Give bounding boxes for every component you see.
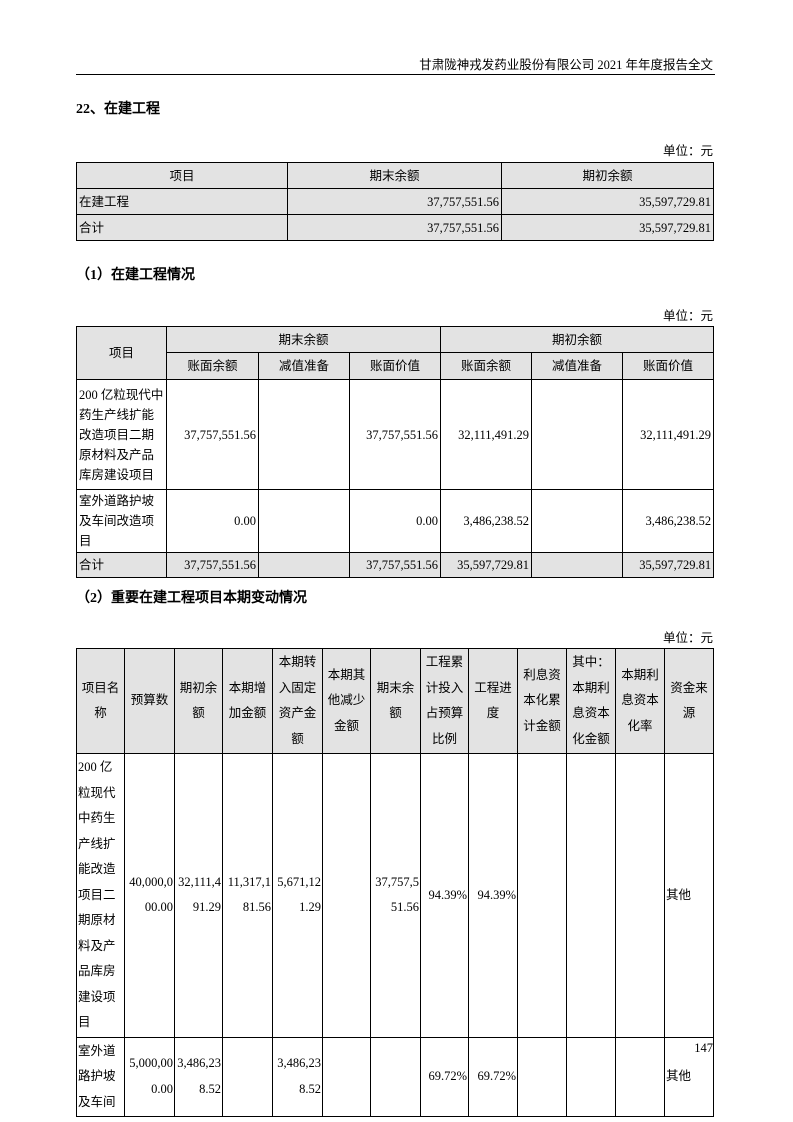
col-header: 工程累计投入占预算比例 — [420, 648, 469, 754]
cell: 合计 — [76, 552, 167, 578]
cell: 37,757,551.56 — [166, 379, 259, 490]
cell: 200 亿粒现代中药生产线扩能改造项目二期原材料及产品库房建设项目 — [76, 379, 167, 490]
col-header: 账面价值 — [622, 352, 715, 380]
col-header: 预算数 — [124, 648, 175, 754]
col-header: 项目 — [76, 162, 288, 189]
cell: 其他 — [664, 1036, 714, 1117]
col-header: 期初余额 — [501, 162, 714, 189]
unit-label: 单位：元 — [662, 631, 713, 645]
cell — [517, 1036, 567, 1117]
table-row: 合计 37,757,551.56 37,757,551.56 35,597,72… — [76, 552, 715, 578]
cell — [322, 1036, 371, 1117]
cell: 5,000,000.00 — [124, 1036, 175, 1117]
col-header: 项目 — [76, 326, 167, 380]
cell: 0.00 — [348, 489, 442, 553]
cell: 32,111,491.29 — [622, 379, 715, 490]
cell: 在建工程 — [76, 188, 288, 215]
cell — [615, 753, 665, 1038]
cell: 37,757,551.56 — [287, 188, 502, 215]
table-row: 室外道路护坡及车间 5,000,000.00 3,486,238.52 3,486,2… — [76, 1036, 714, 1117]
unit-label: 单位：元 — [662, 144, 713, 158]
cell: 3,486,238.52 — [174, 1036, 223, 1117]
cell — [322, 753, 371, 1038]
cell — [258, 379, 350, 490]
cell: 69.72% — [468, 1036, 518, 1117]
col-header: 资金来源 — [664, 648, 714, 754]
project-change-table: 项目名称 预算数 期初余额 本期增加金额 本期转入固定资产金额 本期其他减少金额 期末余额工… — [76, 648, 714, 1117]
construction-table: 项目 期末余额 期初余额 在建工程 37,757,551.56 35,597,7… — [76, 162, 714, 241]
col-header: 账面余额 — [166, 352, 259, 380]
table-row: 室外道路护坡及车间改造项目 0.00 0.00 3,486,238.52 3,4… — [76, 489, 715, 553]
unit-label: 单位：元 — [662, 309, 713, 323]
table-row: 200 亿粒现代中药生产线扩能改造项目二期原材料及产品库房建设项目 40,000,… — [76, 753, 714, 1038]
cell — [531, 379, 624, 490]
col-header: 减值准备 — [258, 352, 350, 380]
cell — [370, 1036, 421, 1117]
cell: 37,757,551.56 — [348, 379, 442, 490]
section-title: 22、在建工程 — [76, 102, 160, 117]
cell — [517, 753, 567, 1038]
cell: 40,000,000.00 — [124, 753, 175, 1038]
cell — [258, 489, 350, 553]
cell — [566, 1036, 616, 1117]
cell: 3,486,238.52 — [272, 1036, 323, 1117]
subsection-title: （2）重要在建工程项目本期变动情况 — [76, 591, 307, 606]
cell: 3,486,238.52 — [622, 489, 715, 553]
cell: 69.72% — [420, 1036, 469, 1117]
col-header: 本期其他减少金额 — [322, 648, 371, 754]
subsection-title: （1）在建工程情况 — [76, 268, 195, 283]
cell: 37,757,551.56 — [370, 753, 421, 1038]
page-number: 147 — [694, 1041, 713, 1055]
col-header: 期末余额 — [370, 648, 421, 754]
cell: 35,597,729.81 — [501, 188, 714, 215]
cell: 94.39% — [420, 753, 469, 1038]
cell — [531, 552, 624, 578]
cell: 0.00 — [166, 489, 259, 553]
page-header: 甘肃陇神戎发药业股份有限公司 2021 年年度报告全文 — [419, 58, 713, 72]
col-group-header: 期初余额 — [440, 326, 715, 353]
cell: 室外道路护坡及车间改造项目 — [76, 489, 167, 553]
cell: 11,317,181.56 — [222, 753, 273, 1038]
cell: 32,111,491.29 — [440, 379, 533, 490]
cell — [222, 1036, 273, 1117]
cell: 其他 — [664, 753, 714, 1038]
table-row: 在建工程 37,757,551.56 35,597,729.81 — [76, 188, 714, 215]
cell: 5,671,121.29 — [272, 753, 323, 1038]
col-header: 利息资本化累计金额 — [517, 648, 567, 754]
col-header: 减值准备 — [531, 352, 624, 380]
col-header: 本期转入固定资产金额 — [272, 648, 323, 754]
col-header: 本期增加金额 — [222, 648, 273, 754]
col-header: 工程进度 — [468, 648, 518, 754]
header-divider — [76, 74, 715, 75]
construction-detail-table: 项目 期末余额 期初余额 账面余额 减值准备 账面价值 账面余额 减值准备 账面… — [76, 326, 715, 578]
col-header: 项目名称 — [76, 648, 125, 754]
cell: 3,486,238.52 — [440, 489, 533, 553]
col-header: 账面价值 — [348, 352, 442, 380]
col-header: 账面余额 — [440, 352, 533, 380]
col-header: 期初余额 — [174, 648, 223, 754]
cell: 37,757,551.56 — [348, 552, 442, 578]
table-row: 200 亿粒现代中药生产线扩能改造项目二期原材料及产品库房建设项目 37,757… — [76, 379, 715, 490]
cell — [531, 489, 624, 553]
cell: 200 亿粒现代中药生产线扩能改造项目二期原材料及产品库房建设项目 — [76, 753, 125, 1038]
col-header: 其中：本期利息资本化金额 — [566, 648, 616, 754]
col-group-header: 期末余额 — [165, 326, 442, 353]
cell: 37,757,551.56 — [287, 214, 502, 241]
cell: 35,597,729.81 — [622, 552, 715, 578]
cell — [258, 552, 350, 578]
table-row: 合计 37,757,551.56 35,597,729.81 — [76, 214, 714, 241]
col-header: 期末余额 — [287, 162, 502, 189]
cell: 35,597,729.81 — [501, 214, 714, 241]
col-header: 本期利息资本化率 — [615, 648, 665, 754]
cell: 32,111,491.29 — [174, 753, 223, 1038]
cell: 室外道路护坡及车间 — [76, 1036, 125, 1117]
cell: 37,757,551.56 — [166, 552, 259, 578]
cell: 合计 — [76, 214, 288, 241]
cell — [566, 753, 616, 1038]
cell: 35,597,729.81 — [440, 552, 533, 578]
cell: 94.39% — [468, 753, 518, 1038]
cell — [615, 1036, 665, 1117]
